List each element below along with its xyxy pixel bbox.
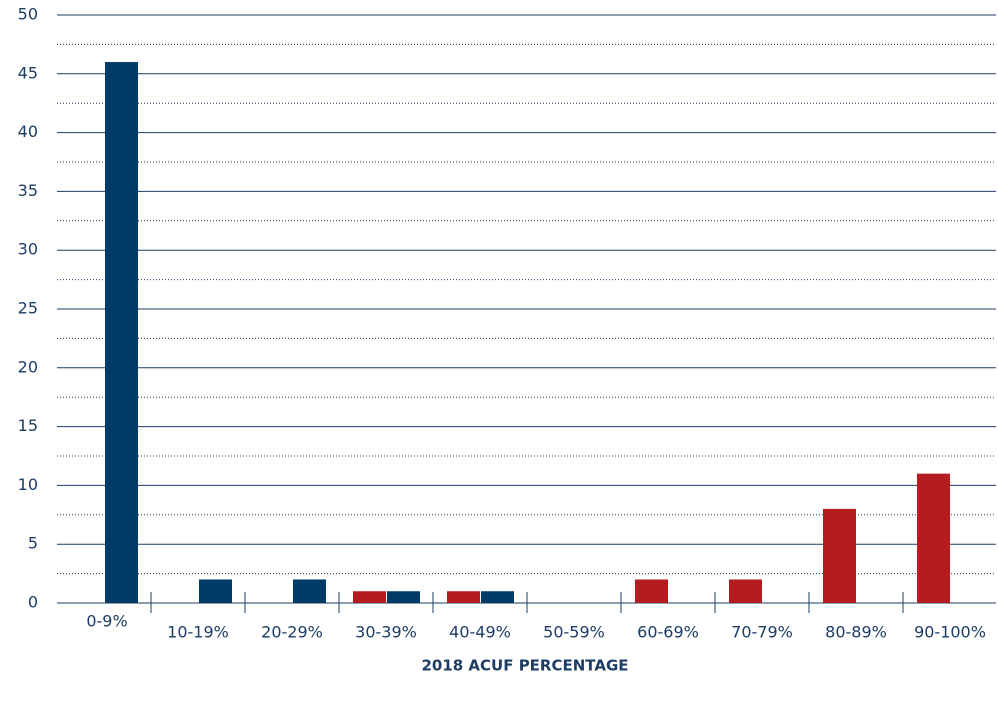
x-tick-label: 0-9% — [86, 612, 127, 631]
y-tick-label: 10 — [18, 475, 38, 494]
x-tick-label: 90-100% — [914, 623, 986, 642]
y-tick-label: 30 — [18, 240, 38, 259]
bar — [729, 579, 762, 603]
x-tick-label: 10-19% — [167, 623, 229, 642]
x-tick-label: 40-49% — [449, 623, 511, 642]
bar — [481, 591, 514, 603]
bar — [823, 508, 856, 603]
x-tick-label: 50-59% — [543, 623, 605, 642]
x-tick-label: 30-39% — [355, 623, 417, 642]
y-tick-label: 20 — [18, 357, 38, 376]
x-tick-label: 60-69% — [637, 623, 699, 642]
bar — [105, 62, 138, 604]
y-tick-label: 15 — [18, 416, 38, 435]
bar — [635, 579, 668, 603]
y-tick-label: 45 — [18, 63, 38, 82]
bar — [387, 591, 420, 603]
x-axis-title: 2018 ACUF PERCENTAGE — [421, 657, 628, 675]
x-tick-label: 20-29% — [261, 623, 323, 642]
y-tick-label: 40 — [18, 122, 38, 141]
x-tick-label: 80-89% — [825, 623, 887, 642]
bar — [293, 579, 326, 603]
y-tick-label: 25 — [18, 299, 38, 318]
bar — [917, 473, 950, 603]
bar — [199, 579, 232, 603]
y-tick-label: 50 — [18, 5, 38, 24]
y-tick-label: 35 — [18, 181, 38, 200]
y-tick-label: 5 — [28, 534, 38, 553]
bar — [353, 591, 386, 603]
y-tick-label: 0 — [28, 593, 38, 612]
x-tick-label: 70-79% — [731, 623, 793, 642]
bar — [447, 591, 480, 603]
